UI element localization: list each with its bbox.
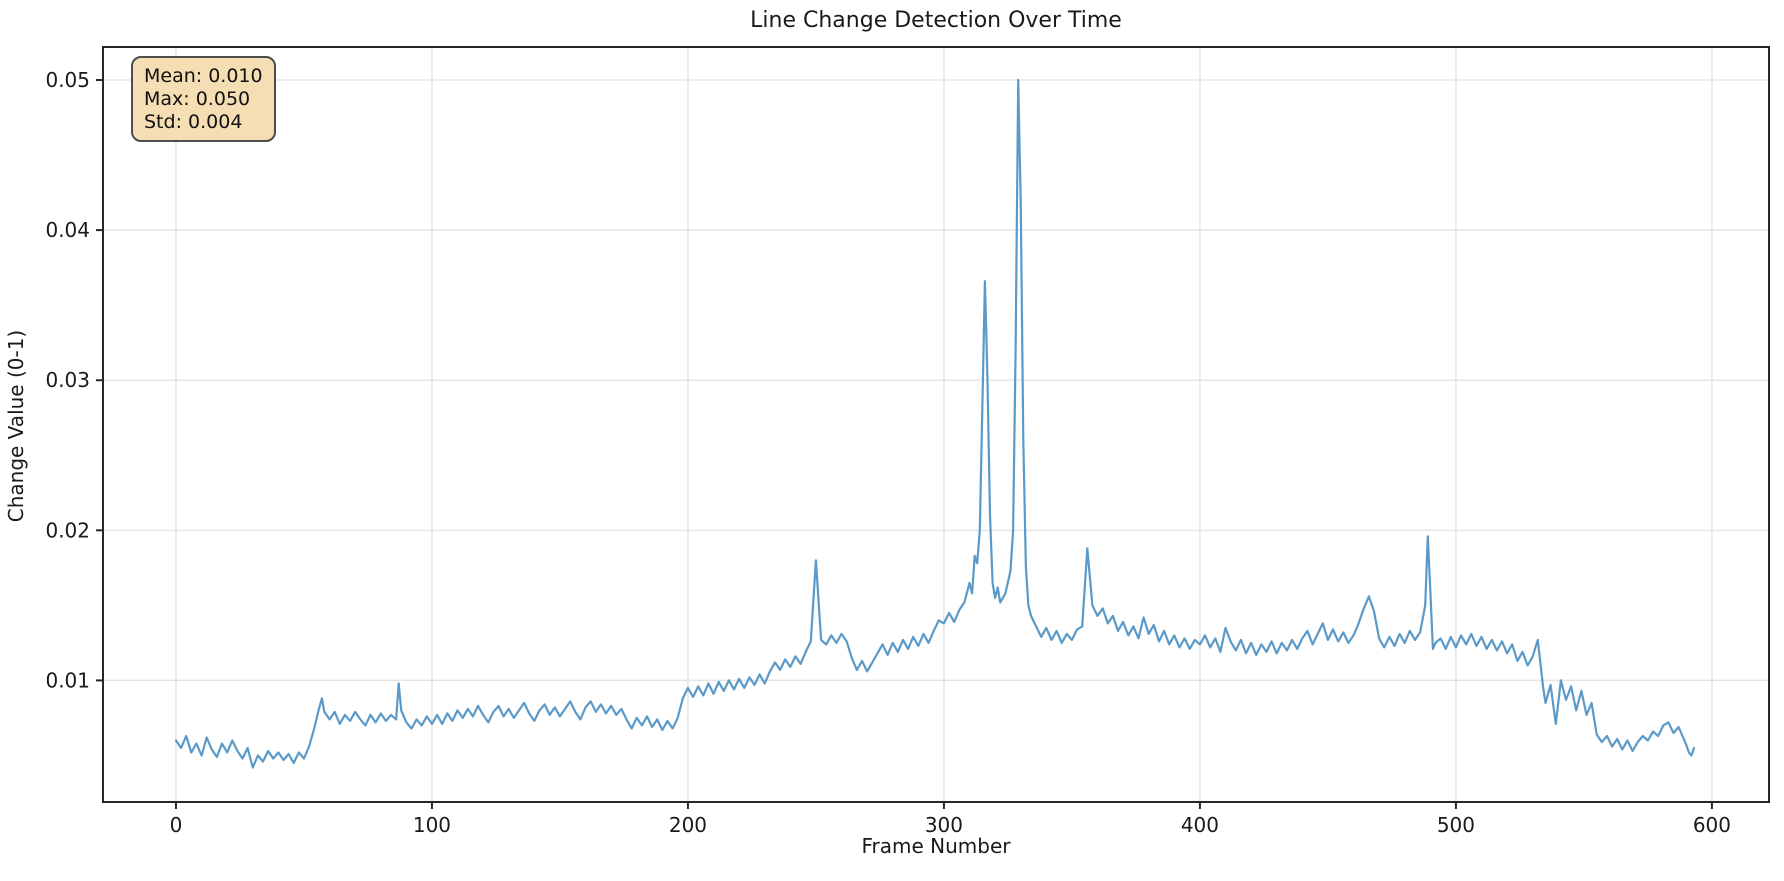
stats-mean: Mean: 0.010 <box>144 65 263 87</box>
y-axis-label: Change Value (0-1) <box>4 329 28 523</box>
x-tick-label: 200 <box>669 813 707 837</box>
x-axis-label: Frame Number <box>861 834 1011 858</box>
x-tick-label: 500 <box>1437 813 1475 837</box>
x-tick-label: 300 <box>925 813 963 837</box>
stats-std: Std: 0.004 <box>144 110 243 133</box>
plot-border <box>102 46 1770 803</box>
x-tick-label: 100 <box>413 813 451 837</box>
x-tick-label: 400 <box>1181 813 1219 837</box>
stats-box: Mean: 0.010 Max: 0.050 Std: 0.004 <box>131 56 276 143</box>
x-tick-label: 0 <box>170 813 183 837</box>
series-line <box>174 78 1696 769</box>
stats-max: Max: 0.050 <box>144 87 251 110</box>
y-tick-label: 0.04 <box>45 218 90 242</box>
y-tick-label: 0.05 <box>45 68 90 92</box>
y-tick-label: 0.01 <box>45 668 90 692</box>
y-tick-label: 0.02 <box>45 518 90 542</box>
chart-title: Line Change Detection Over Time <box>750 8 1122 33</box>
y-tick-label: 0.03 <box>45 368 90 392</box>
x-tick-label: 600 <box>1693 813 1731 837</box>
